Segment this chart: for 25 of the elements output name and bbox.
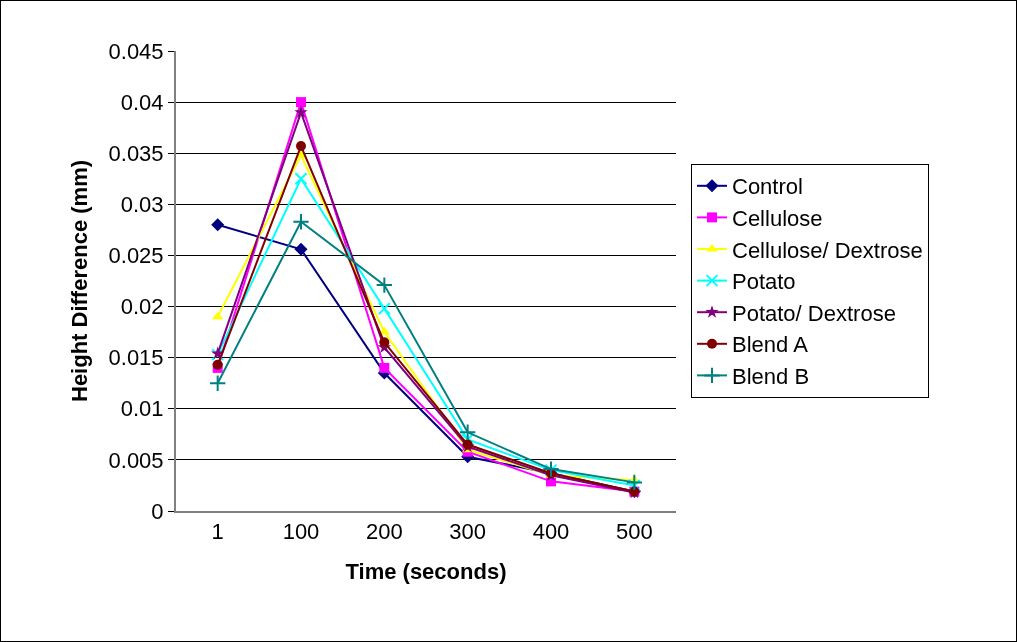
legend-label: Control bbox=[732, 174, 803, 200]
y-axis-title: Height Difference (mm) bbox=[66, 159, 92, 403]
y-tick-label: 0.045 bbox=[108, 38, 164, 64]
y-tick-label: 0.01 bbox=[120, 396, 164, 422]
legend-label: Potato bbox=[732, 269, 796, 295]
x-tick-label: 300 bbox=[449, 519, 487, 545]
legend-label: Blend B bbox=[732, 363, 810, 389]
x-tick-label: 1 bbox=[211, 519, 224, 545]
y-tick-label: 0.025 bbox=[108, 243, 164, 269]
y-tick-label: 0.03 bbox=[120, 192, 164, 218]
legend-label: Potato/ Dextrose bbox=[732, 300, 896, 326]
y-tick-label: 0.015 bbox=[108, 345, 164, 371]
x-tick-label: 200 bbox=[365, 519, 403, 545]
y-tick-label: 0.005 bbox=[108, 447, 164, 473]
y-tick-label: 0.04 bbox=[120, 89, 164, 115]
legend-label: Cellulose/ Dextrose bbox=[732, 237, 923, 263]
legend-label: Blend A bbox=[732, 332, 809, 358]
y-tick-label: 0.035 bbox=[108, 140, 164, 166]
y-tick-label: 0 bbox=[151, 498, 164, 524]
x-tick-label: 100 bbox=[282, 519, 320, 545]
legend-label: Cellulose bbox=[732, 205, 823, 231]
x-tick-label: 500 bbox=[615, 519, 653, 545]
x-axis-title: Time (seconds) bbox=[345, 558, 507, 584]
x-tick-label: 400 bbox=[532, 519, 570, 545]
y-tick-label: 0.02 bbox=[120, 294, 164, 320]
